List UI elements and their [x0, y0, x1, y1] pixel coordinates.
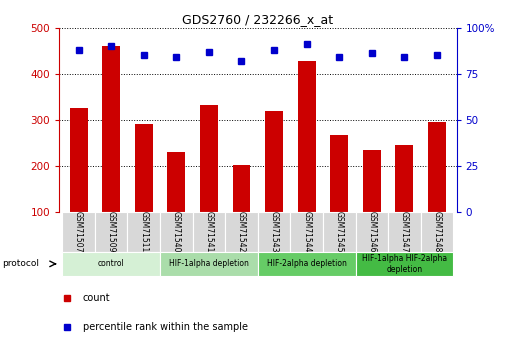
Bar [200, 105, 218, 258]
Text: GSM71544: GSM71544 [302, 211, 311, 253]
Text: GSM71542: GSM71542 [237, 211, 246, 253]
Text: percentile rank within the sample: percentile rank within the sample [83, 322, 248, 332]
Bar [160, 212, 192, 252]
Text: HIF-2alpha depletion: HIF-2alpha depletion [267, 259, 347, 268]
Bar [95, 212, 127, 252]
Bar [62, 212, 95, 252]
Text: GSM71509: GSM71509 [107, 211, 115, 253]
Text: GSM71545: GSM71545 [335, 211, 344, 253]
Text: GSM71511: GSM71511 [139, 211, 148, 253]
Text: GSM71546: GSM71546 [367, 211, 377, 253]
Bar [160, 252, 258, 276]
Bar [428, 122, 446, 258]
Bar [70, 108, 88, 258]
Text: HIF-1alpha HIF-2alpha
depletion: HIF-1alpha HIF-2alpha depletion [362, 254, 447, 274]
Text: GSM71541: GSM71541 [204, 211, 213, 253]
Text: GSM71507: GSM71507 [74, 211, 83, 253]
Bar [167, 152, 185, 258]
Text: protocol: protocol [3, 259, 40, 268]
Bar [330, 135, 348, 258]
Text: GSM71548: GSM71548 [432, 211, 442, 253]
Bar [356, 212, 388, 252]
Bar [62, 252, 160, 276]
Text: count: count [83, 293, 110, 303]
Bar [298, 61, 315, 258]
Bar [356, 252, 453, 276]
Bar [127, 212, 160, 252]
Bar [290, 212, 323, 252]
Text: GSM71547: GSM71547 [400, 211, 409, 253]
Bar [388, 212, 421, 252]
Bar [232, 165, 250, 258]
Text: HIF-1alpha depletion: HIF-1alpha depletion [169, 259, 249, 268]
Bar [102, 46, 120, 258]
Bar [192, 212, 225, 252]
Bar [323, 212, 356, 252]
Bar [396, 145, 413, 258]
Text: GSM71543: GSM71543 [269, 211, 279, 253]
Bar [258, 252, 356, 276]
Bar [363, 150, 381, 258]
Bar [265, 111, 283, 258]
Bar [135, 124, 153, 258]
Bar [225, 212, 258, 252]
Text: control: control [98, 259, 125, 268]
Bar [258, 212, 290, 252]
Title: GDS2760 / 232266_x_at: GDS2760 / 232266_x_at [182, 13, 333, 27]
Bar [421, 212, 453, 252]
Text: GSM71540: GSM71540 [172, 211, 181, 253]
